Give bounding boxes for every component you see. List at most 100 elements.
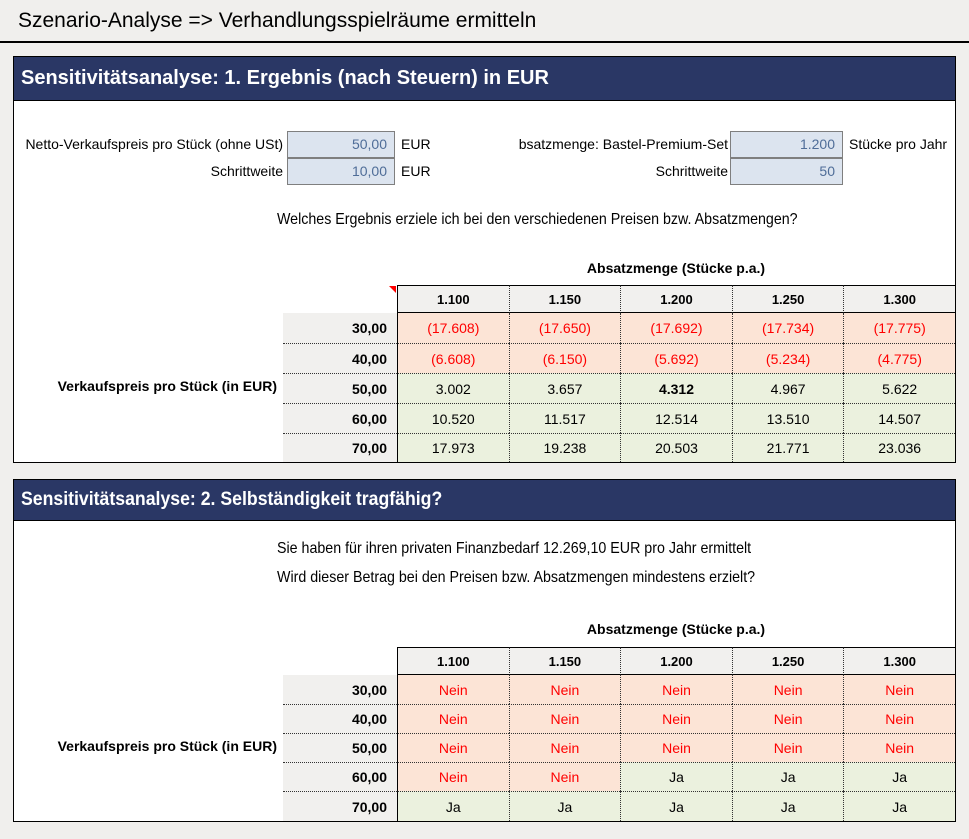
column-header: 1.200	[620, 285, 732, 313]
value-cell: 3.002	[397, 373, 509, 403]
value-cell: 4.312	[620, 373, 732, 403]
row-header: 50,00	[283, 733, 397, 762]
row-header: 40,00	[283, 343, 397, 373]
panel-sensitivity-result: Sensitivitätsanalyse: 1. Ergebnis (nach …	[13, 56, 956, 463]
column-group-label: Absatzmenge (Stücke p.a.)	[586, 260, 766, 276]
value-cell: Ja	[620, 762, 732, 791]
quantity-step-input[interactable]: 50	[730, 158, 843, 185]
value-cell: Ja	[397, 791, 509, 821]
value-cell: 11.517	[508, 403, 621, 433]
value-cell: 3.657	[508, 373, 621, 403]
row-group-label: Verkaufspreis pro Stück (in EUR)	[57, 738, 277, 754]
value-cell: Nein	[508, 733, 621, 762]
panel-sensitivity-viability: Sensitivitätsanalyse: 2. Selbständigkeit…	[13, 479, 956, 822]
value-cell: 5.622	[843, 373, 955, 403]
net-price-unit: EUR	[401, 136, 431, 152]
value-cell: 4.967	[731, 373, 844, 403]
value-cell: 12.514	[620, 403, 732, 433]
value-cell: 14.507	[843, 403, 955, 433]
value-cell: (17.608)	[397, 313, 509, 343]
value-cell: Nein	[397, 762, 509, 791]
value-cell: 20.503	[620, 433, 732, 462]
quantity-input[interactable]: 1.200	[730, 131, 843, 158]
value-cell: (4.775)	[843, 343, 955, 373]
value-cell: Nein	[508, 675, 621, 704]
row-header: 60,00	[283, 762, 397, 791]
value-cell: Ja	[508, 791, 621, 821]
value-cell: (5.234)	[731, 343, 844, 373]
value-cell: Ja	[731, 791, 844, 821]
value-cell: Ja	[620, 791, 732, 821]
column-group-label: Absatzmenge (Stücke p.a.)	[586, 621, 766, 637]
value-cell: Nein	[508, 762, 621, 791]
value-cell: Nein	[397, 704, 509, 733]
viability-sensitivity-table: 1.100 1.150 1.200 1.250 1.300 30,00 Nein Nein Ne…	[283, 647, 955, 821]
row-header: 30,00	[283, 313, 397, 343]
column-header: 1.100	[397, 647, 509, 675]
value-cell: Nein	[843, 733, 955, 762]
value-cell: (17.734)	[731, 313, 844, 343]
section2-header: Sensitivitätsanalyse: 2. Selbständigkeit…	[14, 480, 955, 521]
value-cell: 21.771	[731, 433, 844, 462]
price-step-unit: EUR	[401, 163, 431, 179]
value-cell: Nein	[731, 704, 844, 733]
value-cell: Ja	[843, 791, 955, 821]
column-header: 1.200	[620, 647, 732, 675]
finance-need-line: Sie haben für ihren privaten Finanzbedar…	[277, 540, 752, 557]
value-cell: 17.973	[397, 433, 509, 462]
value-cell: (6.150)	[508, 343, 621, 373]
row-header: 70,00	[283, 791, 397, 821]
column-header: 1.250	[731, 285, 844, 313]
section2-title: Sensitivitätsanalyse: 2. Selbständigkeit…	[21, 489, 443, 510]
value-cell: Nein	[620, 704, 732, 733]
value-cell: (17.650)	[508, 313, 621, 343]
column-header: 1.250	[731, 647, 844, 675]
row-group-label: Verkaufspreis pro Stück (in EUR)	[57, 378, 277, 394]
value-cell: Nein	[731, 733, 844, 762]
quantity-label: bsatzmenge: Bastel-Premium-Set	[518, 136, 728, 152]
value-cell: 23.036	[843, 433, 955, 462]
price-step-label: Schrittweite	[210, 163, 283, 179]
value-cell: Nein	[508, 704, 621, 733]
value-cell: Nein	[731, 675, 844, 704]
value-cell: (6.608)	[397, 343, 509, 373]
net-price-label: Netto-Verkaufspreis pro Stück (ohne USt)	[25, 136, 283, 152]
column-header: 1.300	[843, 647, 955, 675]
table-corner-cell	[283, 285, 397, 313]
value-cell: 13.510	[731, 403, 844, 433]
value-cell: (5.692)	[620, 343, 732, 373]
price-step-input[interactable]: 10,00	[287, 158, 395, 185]
value-cell: Nein	[397, 733, 509, 762]
column-header: 1.100	[397, 285, 509, 313]
row-header: 30,00	[283, 675, 397, 704]
value-cell: Ja	[731, 762, 844, 791]
quantity-step-label: Schrittweite	[655, 163, 728, 179]
section1-header: Sensitivitätsanalyse: 1. Ergebnis (nach …	[14, 57, 955, 101]
row-header: 60,00	[283, 403, 397, 433]
question-line-2: Wird dieser Betrag bei den Preisen bzw. …	[277, 569, 756, 586]
comment-indicator-icon	[389, 286, 396, 293]
value-cell: Nein	[620, 733, 732, 762]
value-cell: 19.238	[508, 433, 621, 462]
value-cell: Nein	[620, 675, 732, 704]
row-header: 50,00	[283, 373, 397, 403]
section1-title: Sensitivitätsanalyse: 1. Ergebnis (nach …	[21, 67, 549, 89]
value-cell: Ja	[843, 762, 955, 791]
value-cell: Nein	[843, 704, 955, 733]
question-line: Welches Ergebnis erziele ich bei den ver…	[277, 211, 798, 228]
quantity-unit: Stücke pro Jahr	[849, 136, 948, 152]
row-header: 40,00	[283, 704, 397, 733]
table-corner-cell	[283, 647, 397, 675]
column-header: 1.300	[843, 285, 955, 313]
result-sensitivity-table: 1.100 1.150 1.200 1.250 1.300 30,00 (17.608) (1…	[283, 285, 955, 462]
column-header: 1.150	[508, 285, 621, 313]
page-title-band: Szenario-Analyse => Verhandlungsspielräu…	[0, 0, 969, 43]
value-cell: Nein	[843, 675, 955, 704]
column-header: 1.150	[508, 647, 621, 675]
value-cell: (17.775)	[843, 313, 955, 343]
value-cell: (17.692)	[620, 313, 732, 343]
page-title: Szenario-Analyse => Verhandlungsspielräu…	[18, 9, 537, 32]
row-header: 70,00	[283, 433, 397, 462]
net-price-input[interactable]: 50,00	[287, 131, 395, 158]
value-cell: Nein	[397, 675, 509, 704]
